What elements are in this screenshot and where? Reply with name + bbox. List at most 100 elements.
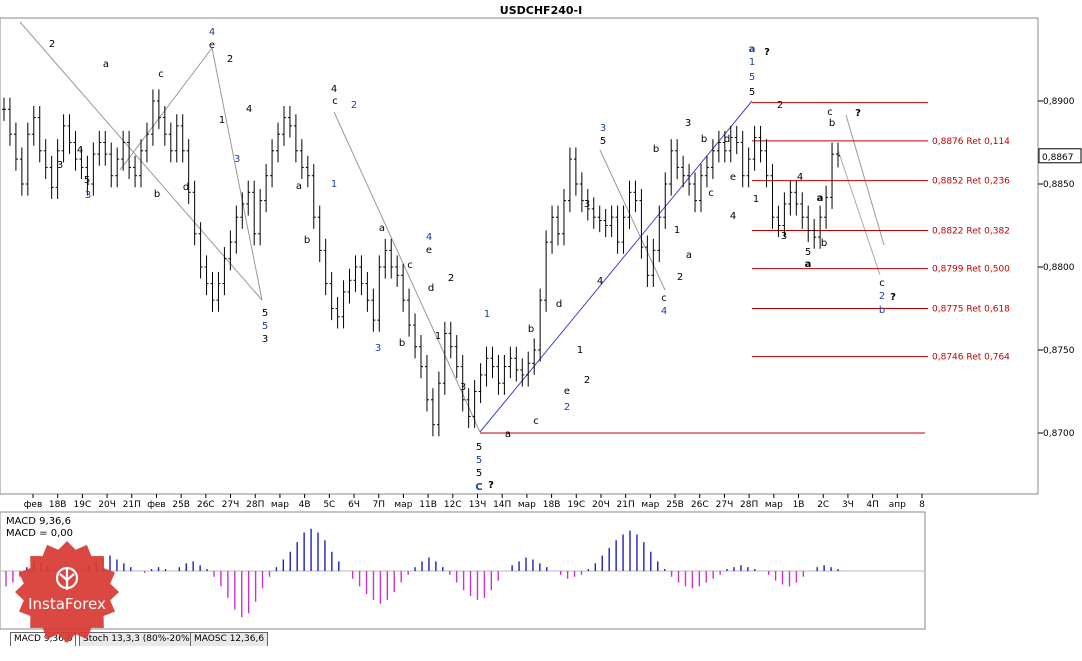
fib-level-label: 0,8746 Ret 0,764 [932,353,1010,363]
x-tick-label: 20Ч [592,500,610,510]
wave-label: 2 [564,402,570,413]
price-panel-frame [0,17,1039,495]
macd-panel-frame [0,511,926,630]
x-tick-label: мар [765,500,783,510]
wave-label: c [661,293,667,304]
fib-level-label: 0,8775 Ret 0,618 [932,305,1010,315]
x-tick-label: 4П [866,500,879,510]
wave-label: 1 [484,309,490,320]
wave-label: 5 [476,468,482,479]
wave-label: 1 [753,194,759,205]
wave-label: 3 [375,343,381,354]
x-tick-label: 28П [740,500,758,510]
wave-label: 5 [262,308,268,319]
wave-label: 1 [331,179,337,190]
trend-line [479,100,753,433]
x-tick-label: фев [147,500,166,510]
x-tick-label: 11В [419,500,437,510]
wave-label: 3 [460,382,466,393]
wave-label: 4 [246,104,252,115]
wave-label: 5 [749,87,755,98]
wave-label: b [399,338,405,349]
wave-label: a [686,250,692,261]
y-tick-label: 0,8700 [1043,429,1075,439]
wave-label: e [209,40,215,51]
x-tick-label: 28П [246,500,264,510]
wave-label: 1 [435,331,441,342]
wave-label: 3 [57,160,63,171]
wave-label: 5 [262,321,268,332]
x-tick-label: 19С [567,500,585,510]
wave-label: ? [890,292,896,303]
x-tick-label: 21П [617,500,635,510]
wave-label: c [879,278,885,289]
wave-label: 5 [476,455,482,466]
wave-label: 1 [577,345,583,356]
x-tick-label: мар [641,500,659,510]
x-tick-label: 6Ч [348,500,360,510]
wave-label: c [533,416,539,427]
wave-label: 2 [777,100,783,111]
macd-title: MACD 9,36,6 [6,516,71,527]
trend-line [333,111,481,433]
x-tick-label: апр [889,500,906,510]
tab-maosc[interactable]: MAOSC 12,36,6 [190,632,269,646]
chart-canvas[interactable]: USDCHF240-I 0,8900 0,8850 0,8800 0,8750 0,87… [0,0,1082,631]
indicator-tab-bar: MACD 9,36,6 Stoch 13,3,3 (80%-20%) MAOSC… [0,631,1082,647]
wave-label: d [556,299,562,310]
wave-label: b [701,134,707,145]
macd-zero-label: MACD = 0,00 [6,528,73,539]
wave-label: e [564,386,570,397]
wave-label: c [827,107,833,118]
x-tick-label: 26С [197,500,215,510]
wave-label: ? [764,47,770,58]
y-tick-label: 0,8850 [1043,180,1075,190]
x-tick-label: 25В [666,500,684,510]
x-tick-label: 13Ч [469,500,487,510]
wave-label: a [505,429,511,440]
wave-label: a [103,59,109,70]
wave-label: 1 [219,115,225,126]
wave-label: a [296,181,302,192]
wave-label: c [158,69,164,80]
wave-label: ? [855,108,861,119]
wave-label: 3 [685,118,691,129]
projection-line [837,149,881,276]
wave-label: 5 [84,175,90,186]
logo-tree-icon [55,566,79,590]
wave-label: 3 [781,231,787,242]
current-price-label: 0,8867 [1042,153,1074,163]
current-price-box [1038,148,1082,164]
logo-badge-icon [15,541,119,643]
wave-label: 5 [749,72,755,83]
wave-label: b [653,144,659,155]
trend-line [211,47,263,301]
x-tick-label: 14П [493,500,511,510]
wave-label: 3 [85,190,91,201]
trend-line [845,114,885,246]
chart-title: USDCHF240-I [500,4,582,17]
instaforex-logo: InstaForex [15,541,119,643]
wave-label: b [821,238,827,249]
trend-line [599,149,666,291]
wave-label: b [879,305,885,316]
wave-label: 4 [77,145,83,156]
x-tick-label: 18В [543,500,561,510]
x-tick-label: 5С [323,500,335,510]
x-tick-label: 7П [372,500,385,510]
wave-label: c [708,188,714,199]
logo-text: InstaForex [28,595,106,613]
x-tick-label: 4В [299,500,311,510]
wave-label: ? [488,480,494,491]
wave-label: a [379,223,385,234]
wave-label: 3 [234,154,240,165]
y-tick-label: 0,8750 [1043,346,1075,356]
x-tick-label: 12С [444,500,462,510]
x-tick-label: 20Ч [98,500,116,510]
wave-label: e [730,172,736,183]
x-tick-label: 21П [123,500,141,510]
x-tick-label: мар [271,500,289,510]
x-tick-label: фев [24,500,43,510]
wave-label: c [332,96,338,107]
